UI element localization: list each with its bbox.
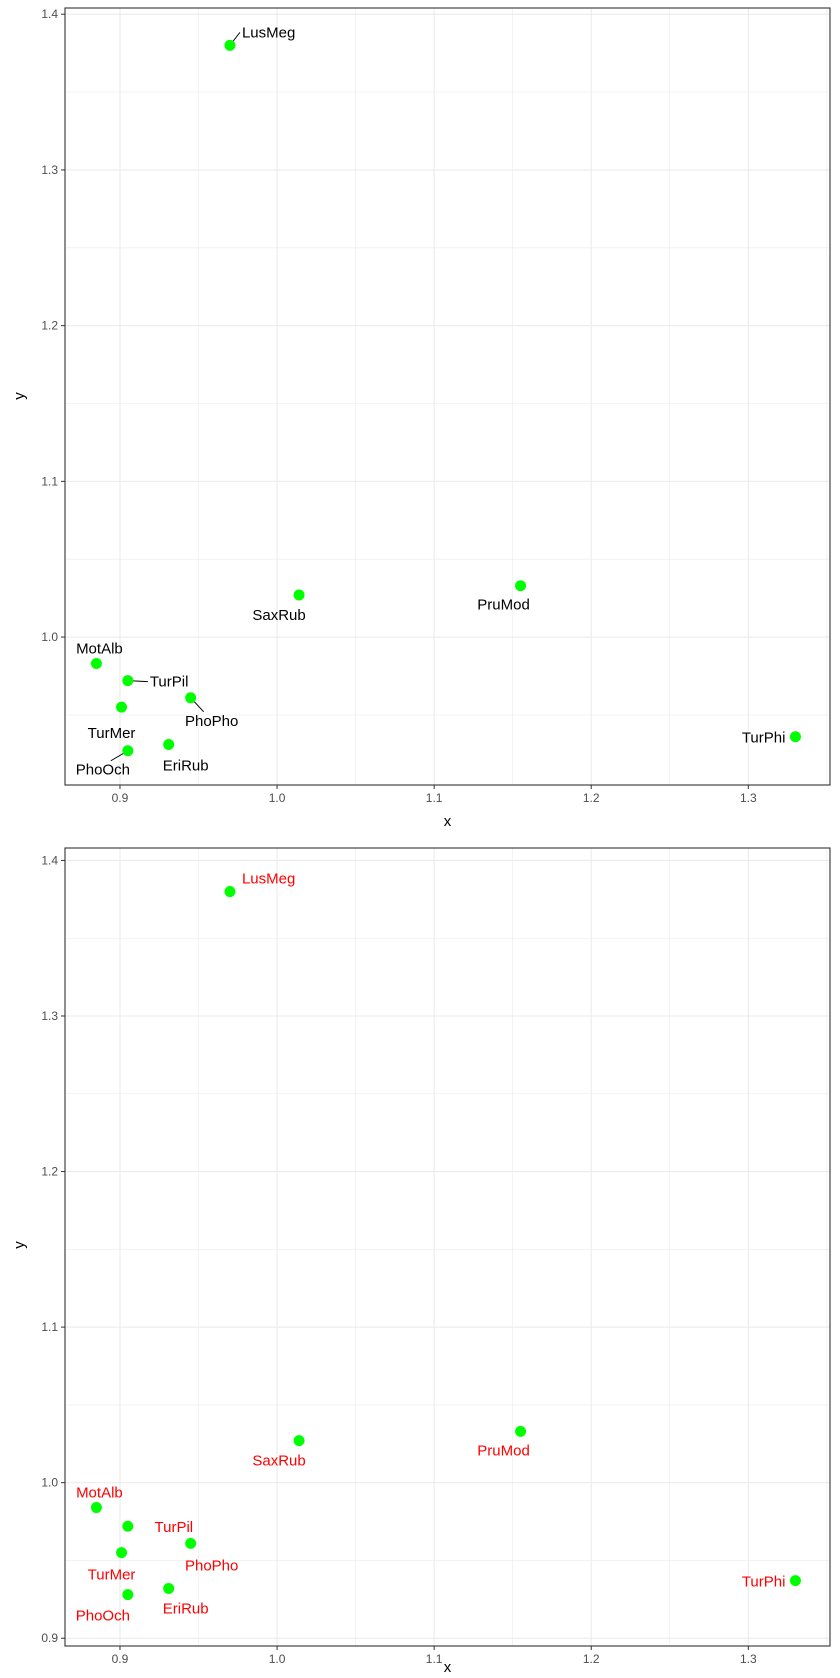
panel-1-data-point	[122, 675, 134, 687]
panel-1-y-tick-label: 1.4	[41, 7, 58, 21]
panel-1-point-label: TurPil	[150, 674, 189, 691]
panel-1-point-label: MotAlb	[76, 641, 123, 658]
panel-1-panel-border	[64, 7, 831, 786]
panel-1-x-axis-title: x	[444, 813, 452, 830]
panel-2-point-label: TurPil	[155, 1519, 194, 1536]
panel-2-data-point	[224, 886, 236, 898]
panel-1-y-axis-title: y	[11, 392, 28, 400]
panel-2-data-point	[185, 1537, 197, 1549]
panel-1-data-point	[293, 589, 305, 601]
panel-2-data-point	[90, 1502, 102, 1514]
panel-2-point-label: TurPhi	[742, 1574, 786, 1591]
panel-1-y-tick-label: 1.1	[41, 474, 58, 488]
panel-1-point-label: PhoOch	[76, 762, 130, 779]
panel-1-data-point	[515, 580, 527, 592]
panel-2-y-tick-label: 1.2	[41, 1165, 58, 1179]
panel-1-x-tick-label: 1.0	[269, 791, 286, 805]
panel-2-point-label: TurMer	[88, 1567, 136, 1584]
panel-1-point-label: PhoPho	[185, 713, 238, 730]
panel-1-point-label: TurMer	[88, 725, 136, 742]
panel-2-x-tick-label: 1.0	[269, 1652, 286, 1666]
panel-2-x-axis-title: x	[444, 1659, 452, 1676]
panel-1-y-tick-label: 1.0	[41, 630, 58, 644]
panel-1-x-tick-label: 0.9	[112, 791, 129, 805]
panel-2-point-label: PhoOch	[76, 1608, 130, 1625]
panel-1-point-label: PruMod	[477, 597, 530, 614]
panel-1-data-point	[163, 739, 175, 751]
panel-1-point-label: SaxRub	[252, 607, 305, 624]
panel-1-x-tick-label: 1.1	[426, 791, 443, 805]
panel-2-data-point	[122, 1520, 134, 1532]
panel-1-data-point	[789, 731, 801, 743]
panel-2-point-label: EriRub	[163, 1600, 209, 1617]
panel-2-point-label: LusMeg	[242, 871, 295, 888]
panel-2-panel-border	[64, 847, 831, 1647]
panel-2-data-point	[789, 1575, 801, 1587]
panel-2-x-tick-label: 1.1	[426, 1652, 443, 1666]
panel-2-y-tick-label: 1.1	[41, 1320, 58, 1334]
panel-1-data-point	[224, 39, 236, 51]
panel-2-x-tick-label: 1.2	[583, 1652, 600, 1666]
panel-2-y-tick-label: 1.0	[41, 1476, 58, 1490]
panel-2-data-point	[116, 1547, 128, 1559]
panel-2-point-label: PhoPho	[185, 1557, 238, 1574]
panel-1-point-label: EriRub	[163, 758, 209, 775]
panel-1-data-point	[185, 692, 197, 704]
panel-1-point-label: LusMeg	[242, 24, 295, 41]
panel-2-point-label: SaxRub	[252, 1453, 305, 1470]
panel-1-plot-background	[65, 8, 830, 785]
panel-2-point-label: PruMod	[477, 1442, 530, 1459]
panel-2-x-tick-label: 1.3	[740, 1652, 757, 1666]
panel-1-data-point	[116, 701, 128, 713]
panel-2-y-axis-title: y	[11, 1241, 28, 1249]
panel-2-data-point	[122, 1589, 134, 1601]
panel-2-point-label: MotAlb	[76, 1485, 123, 1502]
panel-1-x-tick-label: 1.2	[583, 791, 600, 805]
panel-1-data-point	[90, 658, 102, 670]
panel-1-y-tick-label: 1.3	[41, 163, 58, 177]
panel-1-point-label: TurPhi	[742, 730, 786, 747]
panel-2-y-tick-label: 1.4	[41, 853, 58, 867]
panel-1-y-tick-label: 1.2	[41, 319, 58, 333]
panel-1-data-point	[122, 745, 134, 757]
panel-2-x-tick-label: 0.9	[112, 1652, 129, 1666]
panel-2-plot-background	[65, 848, 830, 1646]
panel-2-y-tick-label: 0.9	[41, 1631, 58, 1645]
panel-2-data-point	[163, 1582, 175, 1594]
panel-2-data-point	[515, 1425, 527, 1437]
panel-2-data-point	[293, 1435, 305, 1447]
panel-1-x-tick-label: 1.3	[740, 791, 757, 805]
panel-2-y-tick-label: 1.3	[41, 1009, 58, 1023]
